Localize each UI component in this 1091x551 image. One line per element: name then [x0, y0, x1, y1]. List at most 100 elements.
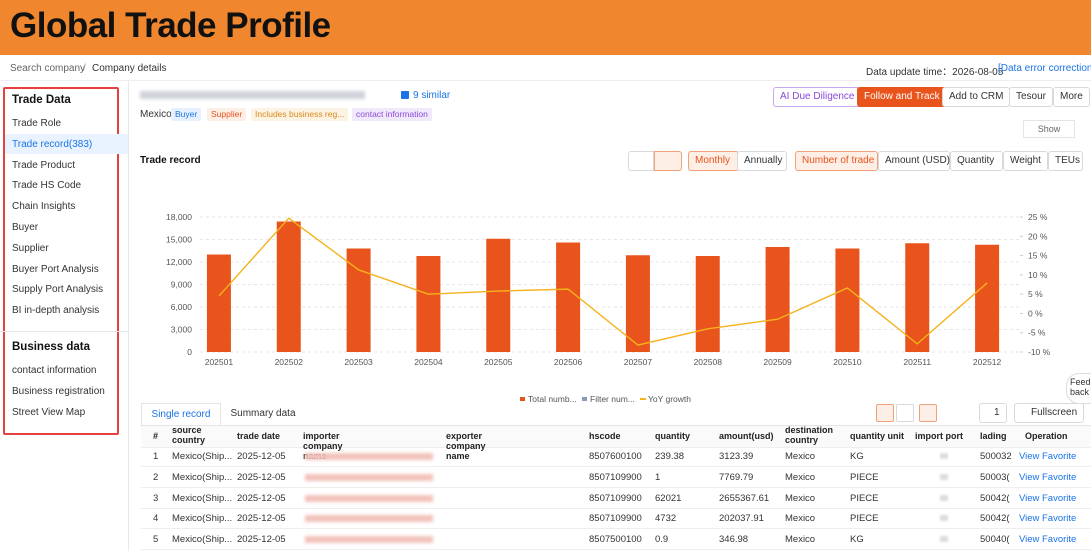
- table-cell: KG: [850, 451, 864, 462]
- operation-link[interactable]: View: [1019, 513, 1040, 525]
- operation-link[interactable]: Favorite: [1042, 471, 1077, 483]
- sidebar-heading: Business data: [12, 341, 90, 353]
- column-settings[interactable]: 1: [979, 403, 1007, 423]
- y2-tick-label: -5 %: [1028, 328, 1046, 338]
- sidebar-item[interactable]: Street View Map: [12, 406, 86, 418]
- sidebar-item[interactable]: Chain Insights: [12, 201, 76, 213]
- port-blur: [940, 536, 948, 543]
- table-cell: 8507109900: [589, 492, 642, 504]
- operation-link[interactable]: Favorite: [1042, 513, 1077, 525]
- table-cell: 50003(: [980, 471, 1010, 483]
- row-line: [141, 466, 1091, 467]
- tab[interactable]: Summary data: [220, 403, 306, 426]
- table-cell: 0.9: [655, 534, 669, 546]
- column-header: import port: [915, 431, 963, 441]
- tag: Includes business reg...: [251, 108, 349, 121]
- operation-link[interactable]: View: [1019, 471, 1040, 483]
- breadcrumb-item: Company details: [92, 63, 167, 74]
- tool-icon[interactable]: [876, 404, 894, 422]
- sidebar-item[interactable]: Trade Role: [12, 118, 62, 129]
- sidebar-item[interactable]: contact information: [12, 365, 97, 376]
- action-button[interactable]: More: [1053, 87, 1090, 107]
- table-cell: 3: [153, 492, 159, 504]
- metric-toggle[interactable]: Amount (USD): [878, 151, 950, 171]
- action-button[interactable]: Add to CRM: [942, 87, 1011, 107]
- country: Mexico: [140, 109, 172, 120]
- sidebar-item[interactable]: Buyer Port Analysis: [12, 263, 99, 275]
- update-time: Data update time：2026-08-05: [866, 67, 1004, 78]
- x-tick-label: 202507: [624, 357, 653, 367]
- bar: [765, 247, 790, 352]
- tool-icon[interactable]: [896, 404, 914, 422]
- operation-link[interactable]: Favorite: [1042, 451, 1077, 462]
- y-tick-label: 9,000: [171, 280, 193, 290]
- tool-icon[interactable]: [938, 404, 956, 422]
- row-line: [141, 486, 1091, 488]
- y2-tick-label: -10 %: [1028, 347, 1051, 357]
- breadcrumb-item[interactable]: Search company: [10, 63, 86, 74]
- metric-toggle[interactable]: Number of trade: [795, 151, 878, 171]
- action-button[interactable]: Tesour: [1009, 87, 1054, 107]
- chart: 0 3,000 6,000 9,000 12,000 15,000 18,000 -10 % -…: [166, 212, 1051, 404]
- period-toggle[interactable]: Monthly: [688, 151, 739, 171]
- fullscreen-button[interactable]: Fullscreen: [1014, 403, 1085, 423]
- period-toggle[interactable]: Annually: [737, 151, 787, 171]
- table-cell: 2: [153, 471, 159, 483]
- column-header: hscode: [589, 431, 621, 441]
- operation-link[interactable]: Favorite: [1042, 534, 1077, 546]
- tag: Supplier: [207, 108, 247, 121]
- table-cell: 346.98: [719, 534, 749, 546]
- column-header: exporter company name: [446, 431, 486, 461]
- y2-tick-label: 15 %: [1028, 251, 1048, 261]
- bar: [486, 238, 511, 352]
- table-cell: 8507109900: [589, 471, 642, 483]
- sidebar-item[interactable]: Buyer: [12, 222, 39, 233]
- sidebar-item[interactable]: Business registration: [12, 385, 105, 397]
- sidebar-item[interactable]: Trade HS Code: [12, 180, 82, 192]
- chart-type-line[interactable]: [628, 151, 654, 171]
- sidebar-item[interactable]: Trade record(383): [12, 138, 93, 150]
- table-cell: 3123.39: [719, 451, 754, 462]
- column-header: source country: [172, 425, 206, 445]
- row-line: [141, 528, 1091, 530]
- table-cell: 2655367.61: [719, 492, 770, 504]
- column-header: Operation: [1025, 431, 1068, 441]
- chart-type-bar[interactable]: [654, 151, 682, 171]
- table-cell: 7769.79: [719, 471, 754, 483]
- operation-link[interactable]: Favorite: [1042, 492, 1077, 504]
- x-tick-label: 202510: [833, 357, 862, 367]
- show-toggle[interactable]: Show: [1023, 120, 1075, 138]
- sidebar-item[interactable]: BI in-depth analysis: [12, 305, 100, 317]
- table-cell: 239.38: [655, 451, 685, 462]
- action-button[interactable]: Follow and Track: [857, 87, 947, 107]
- bar: [905, 243, 930, 352]
- bar: [975, 244, 1000, 352]
- y2-tick-label: 0 %: [1028, 308, 1043, 318]
- bar: [835, 248, 860, 352]
- metric-toggle[interactable]: TEUs: [1048, 151, 1083, 171]
- similar-link[interactable]: 9 similar: [413, 90, 451, 101]
- x-tick-label: 202508: [694, 357, 723, 367]
- tab[interactable]: Single record: [141, 403, 221, 427]
- operation-link[interactable]: View: [1019, 492, 1040, 504]
- table-cell: PIECE: [850, 513, 879, 525]
- table-cell: 8507600100: [589, 451, 642, 462]
- active-bg: [5, 133, 128, 154]
- sidebar-item[interactable]: Supplier: [12, 242, 49, 254]
- tool-icon[interactable]: [956, 404, 974, 422]
- metric-toggle[interactable]: Weight: [1003, 151, 1048, 171]
- bar: [625, 255, 650, 352]
- operation-link[interactable]: View: [1019, 534, 1040, 546]
- feedback[interactable]: Feed back: [1066, 373, 1091, 404]
- metric-toggle[interactable]: Quantity: [950, 151, 1003, 171]
- operation-link[interactable]: View: [1019, 451, 1040, 462]
- action-button[interactable]: AI Due Diligence: [773, 87, 862, 107]
- table-cell: 1: [655, 471, 661, 483]
- bar: [346, 248, 371, 352]
- sidebar-item[interactable]: Trade Product: [12, 159, 75, 171]
- error-link[interactable]: [Data error correction]: [998, 63, 1091, 74]
- tool-icon[interactable]: [919, 404, 937, 422]
- tag: contact information: [352, 108, 432, 121]
- sidebar-item[interactable]: Supply Port Analysis: [12, 284, 104, 296]
- y2-tick-label: 5 %: [1028, 289, 1043, 299]
